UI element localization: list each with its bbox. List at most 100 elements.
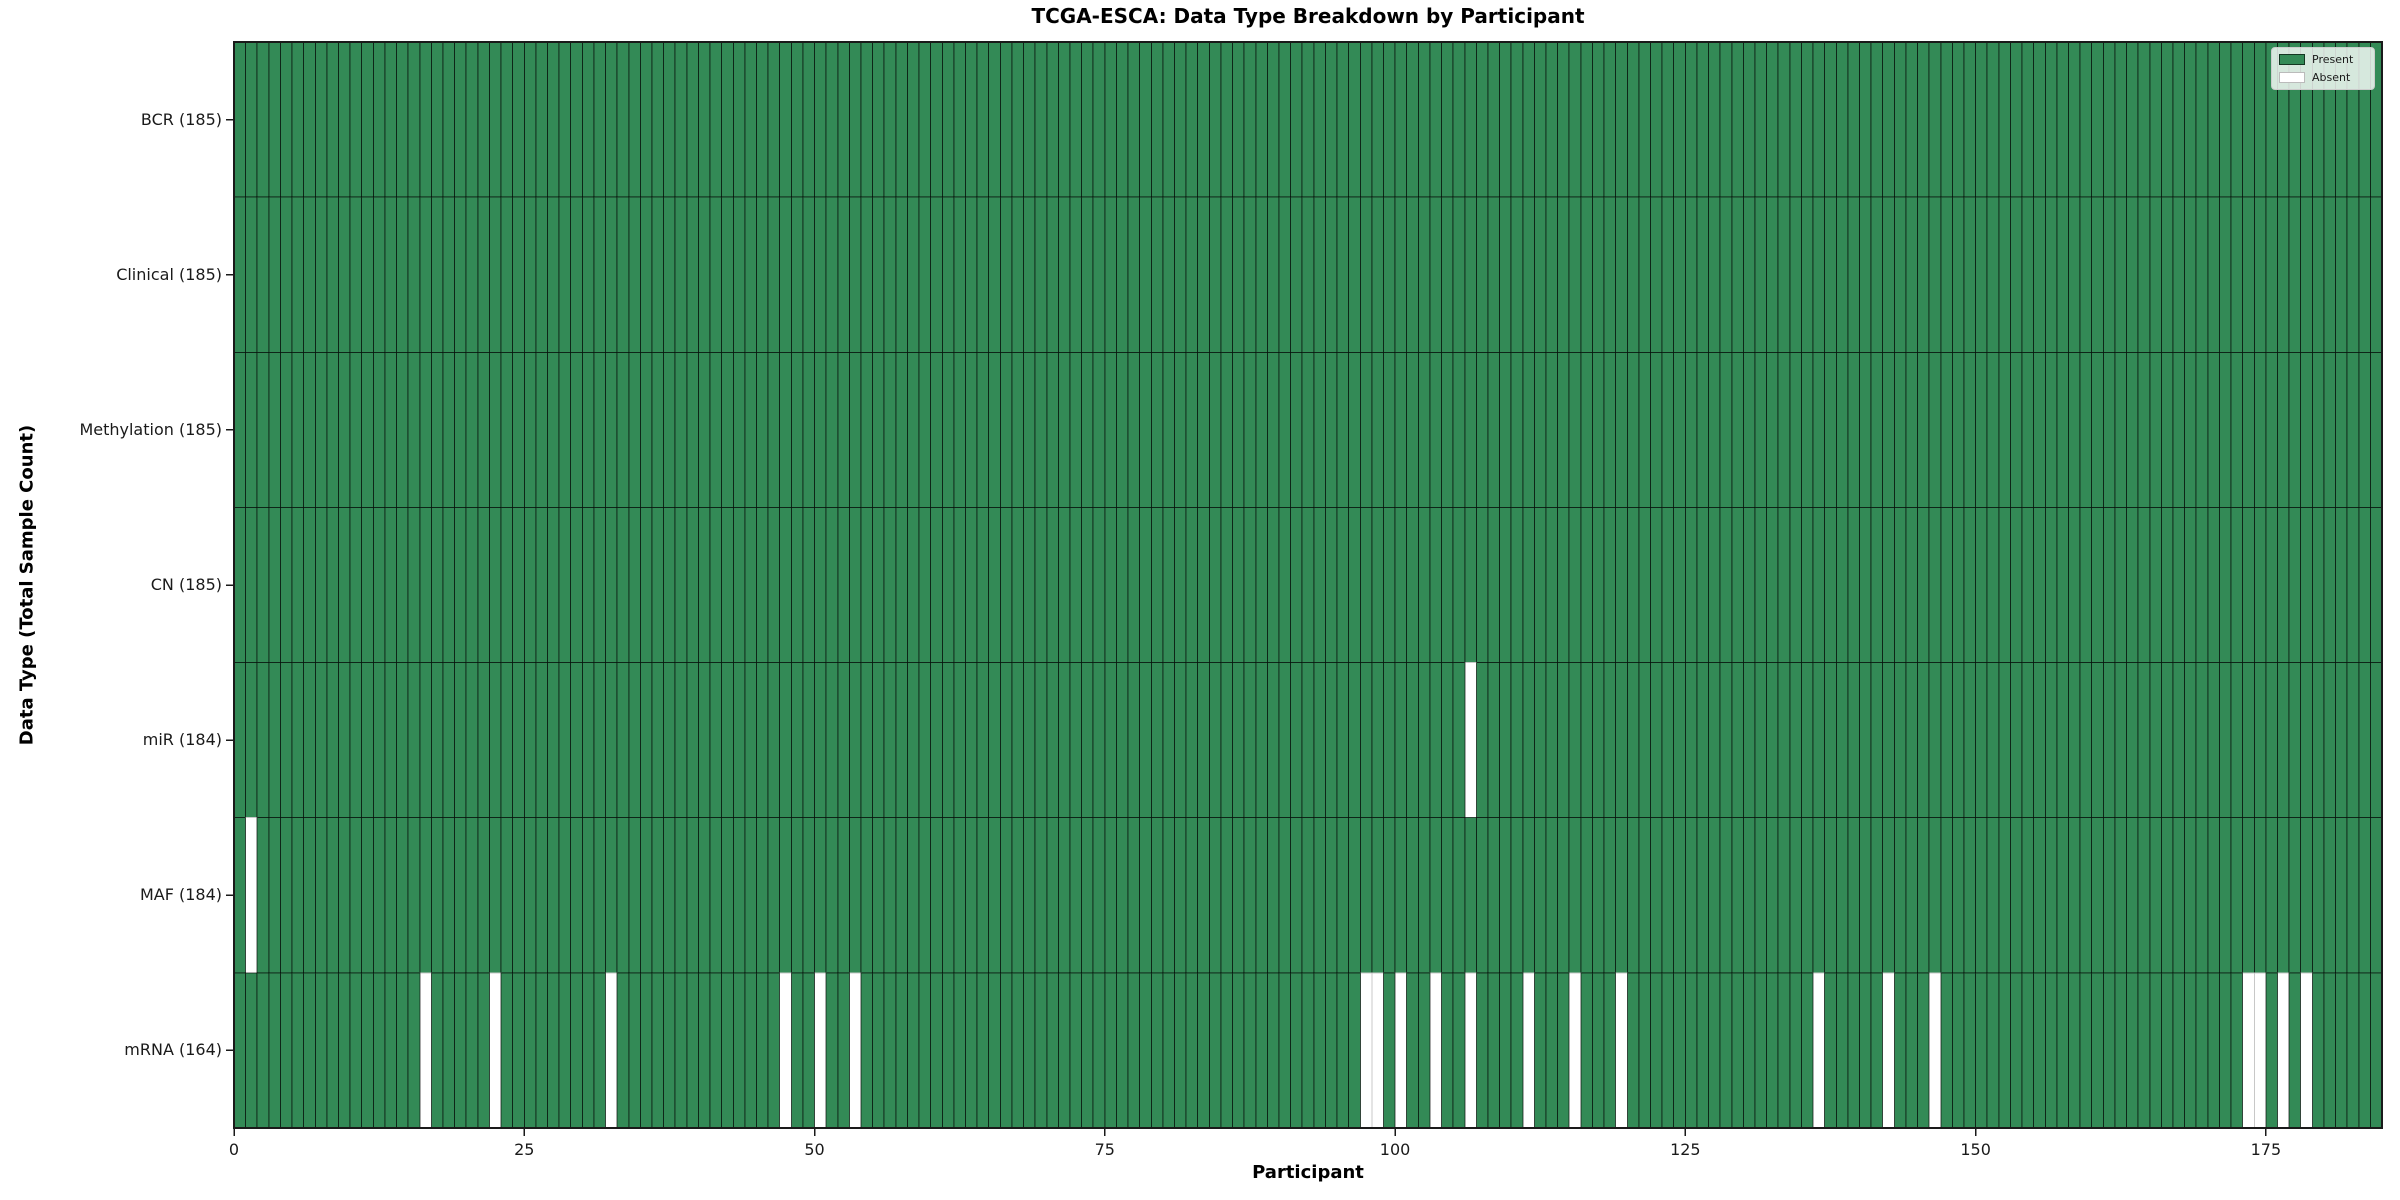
grid-cell <box>1127 972 1141 1129</box>
x-tick-label: 0 <box>228 1140 240 1159</box>
grid-cell <box>581 817 595 974</box>
grid-cell <box>1429 196 1443 353</box>
grid-cell <box>1917 972 1930 1129</box>
grid-cell <box>2195 817 2209 974</box>
grid-cell <box>1975 196 1988 353</box>
grid-cell <box>1429 817 1443 974</box>
grid-cell <box>1081 351 1094 508</box>
grid-cell <box>755 817 769 974</box>
grid-cell <box>1185 506 1199 664</box>
grid-cell <box>1905 196 1919 353</box>
grid-cell <box>558 972 572 1129</box>
grid-cell <box>1986 196 2000 353</box>
grid-cell <box>407 817 421 974</box>
grid-cell <box>593 196 607 353</box>
grid-cell <box>546 972 560 1129</box>
grid-cell <box>1568 351 1582 508</box>
grid-cell <box>1139 506 1152 664</box>
grid-cell <box>372 817 386 974</box>
grid-cell <box>1673 817 1686 974</box>
grid-cell <box>1092 196 1106 353</box>
grid-cell <box>1208 817 1222 974</box>
grid-cell <box>2207 41 2220 198</box>
grid-cell <box>1742 351 1756 508</box>
grid-cell <box>2009 351 2023 508</box>
grid-cell <box>454 506 467 664</box>
grid-cell <box>2335 351 2348 508</box>
grid-cell <box>1719 196 1733 353</box>
grid-cell <box>1336 196 1350 353</box>
grid-cell <box>303 972 316 1129</box>
grid-cell <box>1499 196 1512 353</box>
grid-cell <box>1441 196 1454 353</box>
grid-cell <box>1336 41 1350 198</box>
grid-cell <box>2068 972 2081 1129</box>
grid-cell <box>2230 506 2244 664</box>
grid-cell <box>1835 506 1849 664</box>
grid-cell <box>1394 41 1408 198</box>
grid-cell <box>2207 506 2220 664</box>
grid-cell <box>1336 817 1350 974</box>
grid-cell <box>2114 41 2128 198</box>
grid-cell <box>1115 351 1129 508</box>
grid-cell <box>1475 662 1489 819</box>
grid-cell <box>1115 196 1129 353</box>
grid-cell <box>1487 817 1501 974</box>
grid-cell <box>895 972 908 1129</box>
grid-cell <box>1150 196 1164 353</box>
grid-cell <box>396 506 409 664</box>
grid-cell <box>477 41 490 198</box>
grid-cell <box>651 196 665 353</box>
grid-cell <box>1394 506 1408 664</box>
grid-cell <box>1115 817 1129 974</box>
grid-cell <box>930 196 943 353</box>
grid-cell <box>2242 351 2255 508</box>
grid-cell <box>396 817 409 974</box>
grid-cell <box>1986 662 2000 819</box>
y-tick-label: Methylation (185) <box>79 419 222 439</box>
grid-cell <box>2253 351 2267 508</box>
grid-cell <box>407 351 421 508</box>
grid-cell <box>1232 41 1245 198</box>
grid-cell <box>1591 196 1605 353</box>
grid-cell <box>1777 196 1791 353</box>
grid-cell <box>442 41 456 198</box>
grid-cell <box>2335 196 2348 353</box>
grid-cell <box>2126 351 2139 508</box>
grid-cell <box>1719 351 1733 508</box>
grid-cell <box>686 506 699 664</box>
grid-cell <box>1417 41 1431 198</box>
grid-cell <box>523 41 537 198</box>
grid-cell <box>2288 662 2302 819</box>
grid-cell <box>1069 196 1083 353</box>
grid-cell <box>918 41 932 198</box>
grid-cell <box>1626 41 1640 198</box>
grid-cell <box>988 41 1001 198</box>
grid-cell <box>1023 817 1036 974</box>
grid-cell <box>1568 972 1582 1129</box>
grid-cell <box>1963 972 1977 1129</box>
grid-cell <box>593 41 607 198</box>
grid-cell <box>1731 817 1744 974</box>
grid-cell <box>2369 506 2383 664</box>
grid-cell <box>1487 196 1501 353</box>
grid-cell <box>1696 41 1710 198</box>
grid-cell <box>2323 662 2337 819</box>
grid-cell <box>2009 817 2023 974</box>
grid-cell <box>1104 351 1117 508</box>
grid-cell <box>1800 41 1814 198</box>
grid-cell <box>535 662 548 819</box>
grid-cell <box>303 351 316 508</box>
grid-cell <box>1522 662 1535 819</box>
grid-cell <box>314 662 328 819</box>
grid-cell <box>825 972 839 1129</box>
grid-cell <box>674 506 688 664</box>
grid-cell <box>1092 817 1106 974</box>
grid-cell <box>953 196 966 353</box>
grid-cell <box>1034 196 1048 353</box>
grid-cell <box>2102 817 2116 974</box>
grid-cell <box>1731 506 1744 664</box>
grid-cell <box>1406 506 1419 664</box>
grid-cell <box>1742 41 1756 198</box>
grid-cell <box>872 351 885 508</box>
